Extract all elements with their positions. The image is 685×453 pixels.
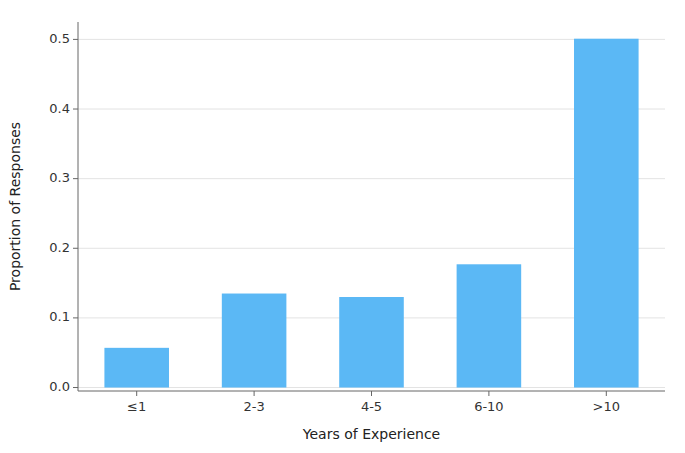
tick-mark xyxy=(371,391,372,396)
tick-label: 0.5 xyxy=(49,31,70,46)
tick-mark xyxy=(488,391,489,396)
tick-label: 0.1 xyxy=(49,309,70,324)
tick-mark xyxy=(606,391,607,396)
y-axis-line xyxy=(78,22,79,391)
bar xyxy=(457,264,522,387)
bar xyxy=(339,297,404,388)
tick-mark xyxy=(73,317,78,318)
bar xyxy=(104,348,169,388)
chart-container: 0.0 0.1 0.2 0.3 0.4 0.5 ≤1 2-3 4-5 6-10 >10 Years o… xyxy=(0,0,685,453)
tick-label: 0.3 xyxy=(49,170,70,185)
tick-label: 2-3 xyxy=(243,399,264,414)
y-axis: 0.0 0.1 0.2 0.3 0.4 0.5 xyxy=(49,22,78,394)
tick-label: 4-5 xyxy=(361,399,382,414)
tick-mark xyxy=(73,387,78,388)
x-axis: ≤1 2-3 4-5 6-10 >10 xyxy=(78,391,665,414)
tick-label: 0.2 xyxy=(49,240,70,255)
bar xyxy=(574,39,639,388)
tick-label: 0.0 xyxy=(49,379,70,394)
x-axis-label: Years of Experience xyxy=(302,426,440,442)
tick-label: 0.4 xyxy=(49,101,70,116)
tick-mark xyxy=(254,391,255,396)
chart: 0.0 0.1 0.2 0.3 0.4 0.5 ≤1 2-3 4-5 6-10 >10 Years o… xyxy=(0,0,685,453)
tick-mark xyxy=(73,248,78,249)
tick-label: 6-10 xyxy=(474,399,504,414)
tick-mark xyxy=(136,391,137,396)
tick-mark xyxy=(73,39,78,40)
bar xyxy=(222,294,287,388)
grid xyxy=(78,39,665,387)
tick-label: >10 xyxy=(593,399,620,414)
tick-mark xyxy=(73,178,78,179)
tick-mark xyxy=(73,109,78,110)
bars xyxy=(104,39,638,388)
tick-label: ≤1 xyxy=(127,399,146,414)
y-axis-label: Proportion of Responses xyxy=(7,122,23,291)
